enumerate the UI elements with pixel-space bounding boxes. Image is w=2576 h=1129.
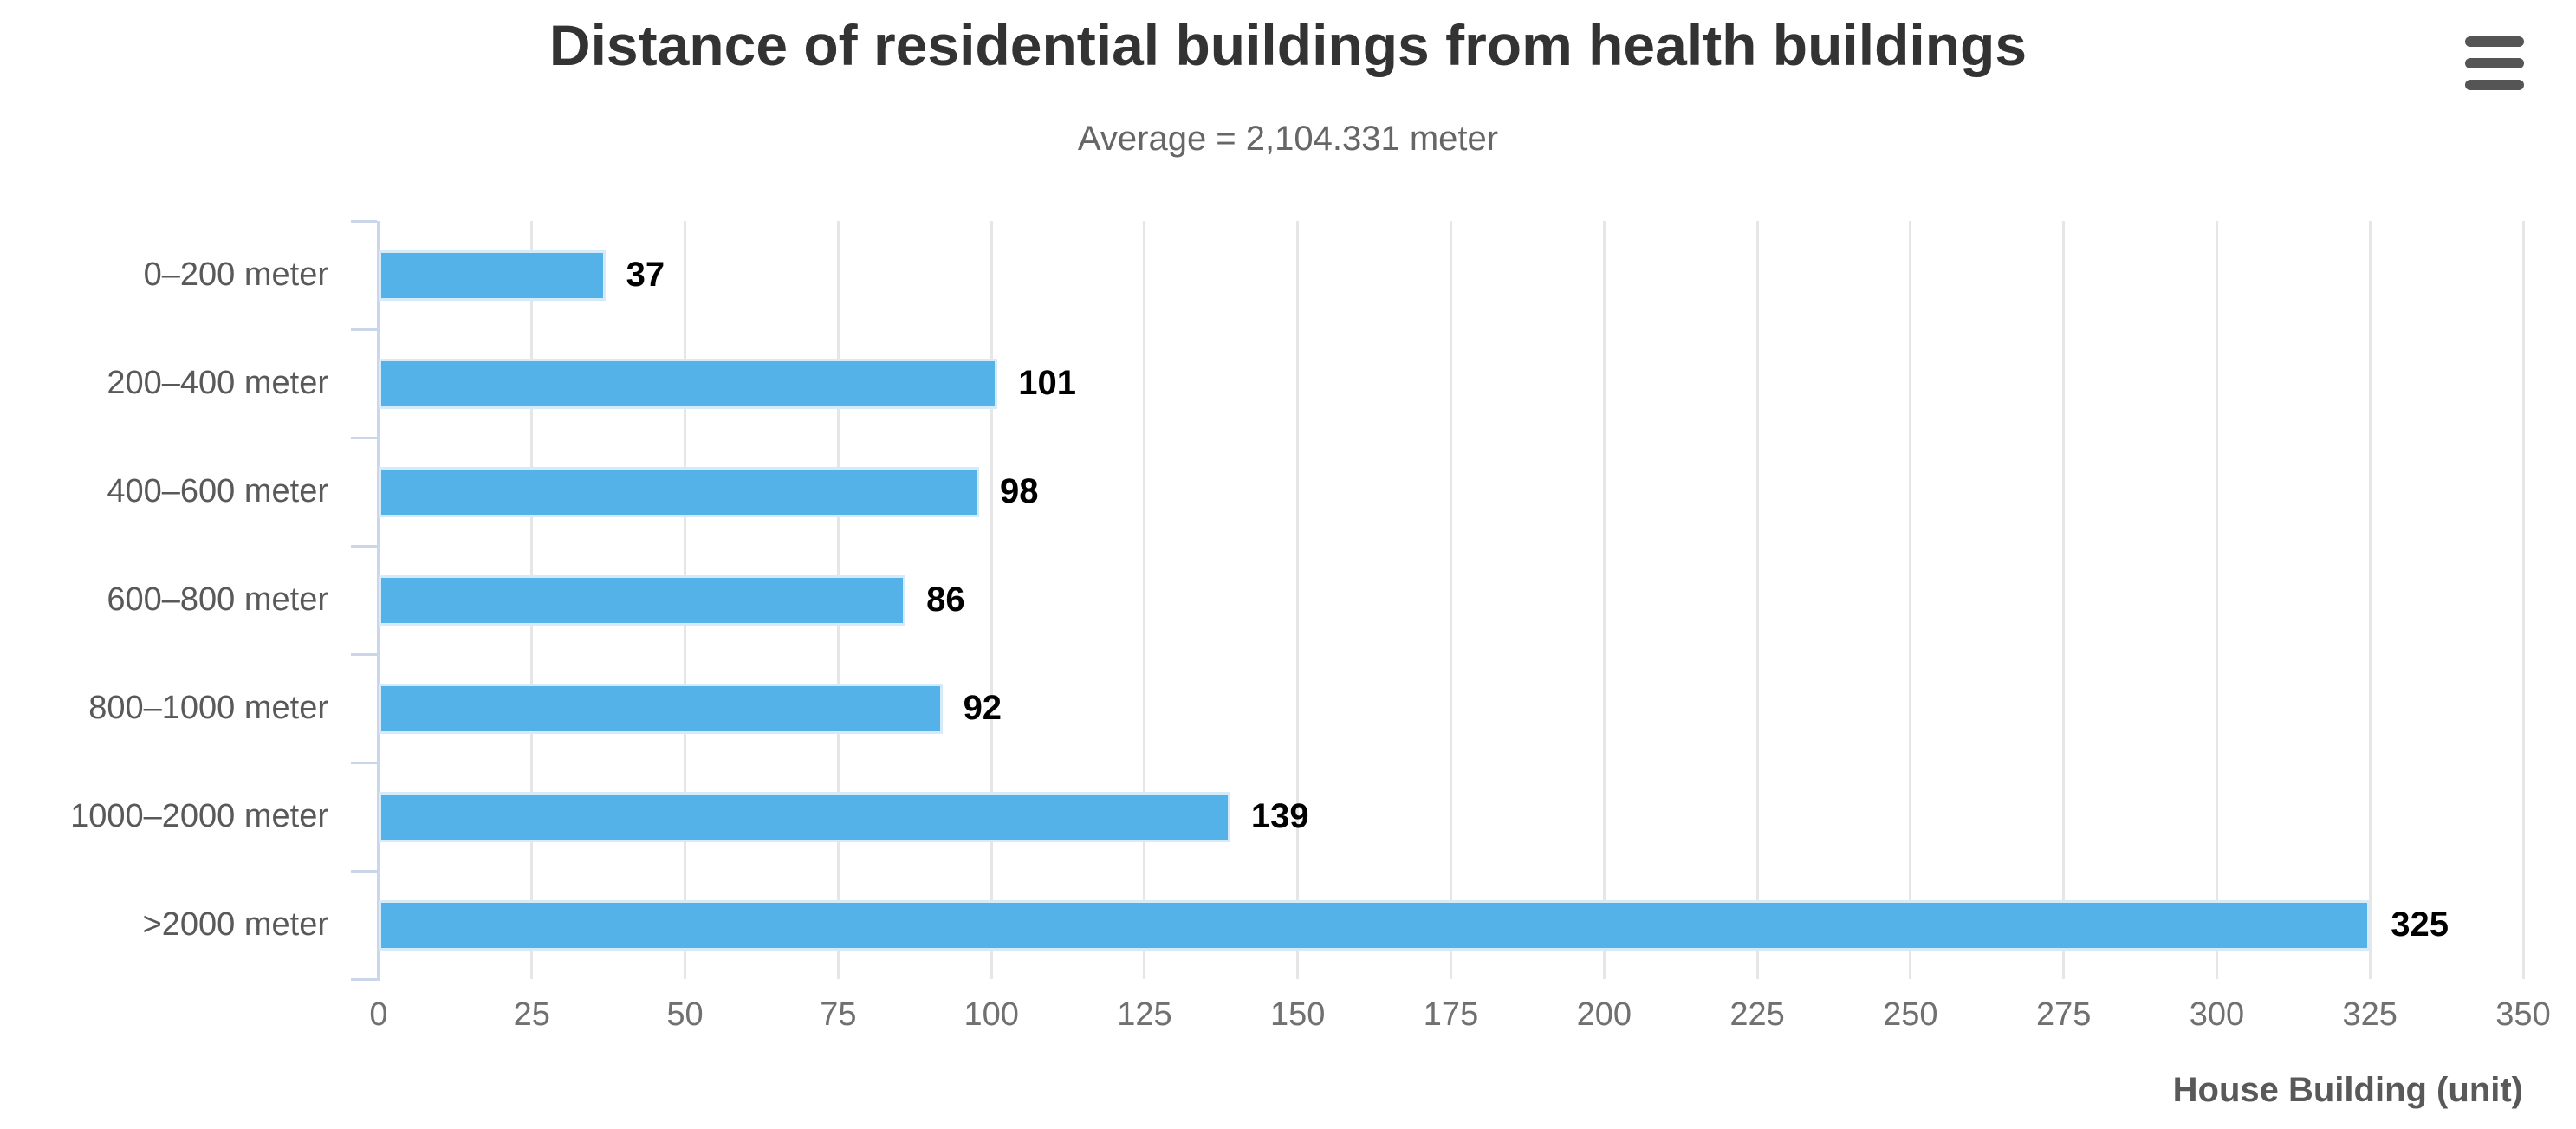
category-axis-tick: [351, 977, 377, 981]
value-label: 139: [1250, 797, 1309, 835]
value-label: 37: [626, 256, 665, 294]
hamburger-menu-icon: [2465, 80, 2524, 90]
x-tick-label-75: 75: [820, 996, 857, 1033]
category-label: 0–200 meter: [143, 256, 328, 293]
bar-600-800-meter[interactable]: [379, 574, 906, 626]
chart-title: Distance of residential buildings from h…: [548, 13, 2028, 77]
hamburger-menu-icon: [2465, 58, 2524, 68]
value-label: 325: [2391, 905, 2449, 944]
gridline-x-200: [1602, 221, 1606, 979]
x-axis-title: House Building (unit): [2172, 1071, 2523, 1109]
x-tick-label-250: 250: [1883, 996, 1938, 1033]
value-label: 101: [1018, 364, 1076, 402]
x-tick-label-0: 0: [369, 996, 388, 1033]
gridline-x-275: [2062, 221, 2066, 979]
category-label: >2000 meter: [142, 906, 328, 943]
gridline-x-300: [2215, 221, 2218, 979]
bar-0-200-meter[interactable]: [379, 250, 606, 301]
category-label: 800–1000 meter: [88, 690, 328, 726]
x-tick-label-225: 225: [1729, 996, 1785, 1033]
x-tick-label-275: 275: [2035, 996, 2092, 1033]
category-label: 200–400 meter: [107, 365, 328, 401]
x-tick-label-150: 150: [1270, 996, 1326, 1033]
category-axis-line: [377, 221, 380, 981]
bar-400-600-meter[interactable]: [379, 466, 979, 517]
category-axis-tick: [351, 436, 377, 439]
category-axis-tick: [351, 544, 377, 548]
category-axis-tick: [351, 761, 377, 764]
x-tick-label-125: 125: [1117, 996, 1172, 1033]
gridline-x-175: [1450, 221, 1452, 979]
x-tick-label-200: 200: [1576, 996, 1632, 1033]
x-tick-label-325: 325: [2342, 996, 2398, 1033]
category-axis-tick: [351, 652, 377, 656]
gridline-x-250: [1909, 221, 1912, 979]
bar-1000-2000-meter[interactable]: [379, 791, 1230, 842]
category-label: 600–800 meter: [107, 581, 328, 618]
value-label: 98: [1000, 472, 1039, 510]
category-label: 1000–2000 meter: [70, 798, 328, 834]
category-axis-tick: [351, 869, 377, 873]
context-menu-button[interactable]: [2465, 36, 2527, 90]
bar-800-1000-meter[interactable]: [379, 683, 943, 734]
gridline-x-225: [1755, 221, 1759, 979]
x-tick-label-350: 350: [2495, 996, 2551, 1033]
x-tick-label-25: 25: [513, 996, 550, 1033]
x-tick-label-50: 50: [666, 996, 704, 1033]
value-label: 86: [926, 581, 965, 619]
gridline-x-100: [990, 221, 993, 979]
gridline-x-350: [2521, 221, 2525, 979]
gridline-x-150: [1296, 221, 1300, 979]
hamburger-menu-icon: [2465, 36, 2524, 47]
gridline-x-125: [1143, 221, 1146, 979]
x-tick-label-300: 300: [2189, 996, 2245, 1033]
category-label: 400–600 meter: [107, 473, 328, 509]
bar->2000-meter[interactable]: [379, 899, 2371, 951]
x-tick-label-175: 175: [1423, 996, 1479, 1033]
value-label: 92: [963, 689, 1002, 727]
x-tick-label-100: 100: [964, 996, 1019, 1033]
category-axis-tick: [351, 328, 377, 331]
chart-subtitle: Average = 2,104.331 meter: [1077, 120, 1499, 158]
gridline-x-325: [2368, 221, 2372, 979]
bar-200-400-meter[interactable]: [379, 358, 998, 409]
category-axis-tick: [351, 219, 377, 223]
